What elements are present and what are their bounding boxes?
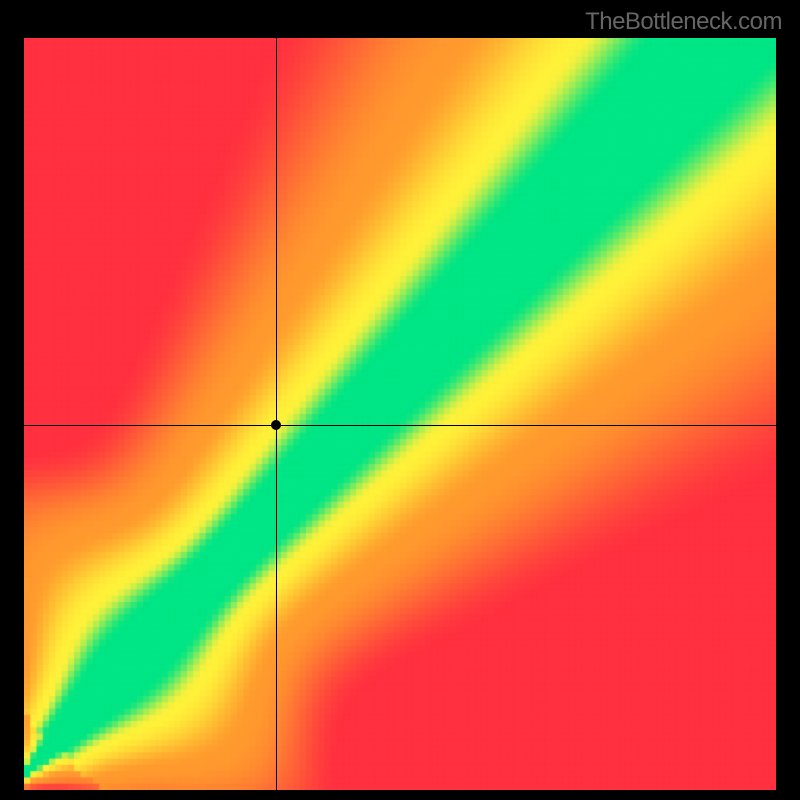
bottleneck-heatmap: [24, 38, 776, 790]
chart-container: TheBottleneck.com: [0, 0, 800, 800]
watermark-text: TheBottleneck.com: [585, 8, 782, 36]
crosshair-vertical: [276, 38, 277, 790]
crosshair-point: [271, 420, 281, 430]
crosshair-horizontal: [24, 425, 776, 426]
